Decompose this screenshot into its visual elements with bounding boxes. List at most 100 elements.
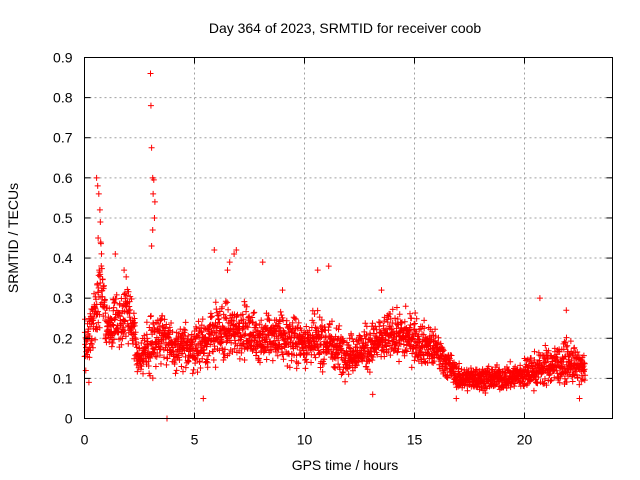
- data-point: [258, 317, 265, 324]
- data-point: [93, 323, 100, 330]
- data-point: [182, 319, 189, 326]
- data-point: [545, 347, 552, 354]
- data-point: [230, 317, 237, 324]
- chart-title: Day 364 of 2023, SRMTID for receiver coo…: [209, 20, 482, 36]
- y-axis-title: SRMTID / TECUs: [5, 183, 21, 293]
- data-point: [362, 335, 369, 342]
- data-point: [226, 350, 233, 357]
- y-tick-labels: 0 0.1 0.2 0.3 0.4 0.5 0.6 0.7 0.8 0.9: [53, 50, 73, 427]
- data-point: [97, 271, 104, 278]
- data-point: [196, 334, 203, 341]
- data-point: [96, 324, 103, 331]
- data-point: [439, 346, 446, 353]
- data-point: [278, 312, 285, 319]
- data-point: [98, 265, 105, 272]
- data-point: [366, 357, 373, 364]
- data-point: [556, 379, 563, 386]
- data-point: [152, 353, 159, 360]
- data-point: [394, 348, 401, 355]
- data-point: [206, 349, 213, 356]
- data-point: [582, 372, 589, 379]
- data-point: [531, 357, 538, 364]
- data-point: [289, 319, 296, 326]
- data-point: [420, 331, 427, 338]
- data-point: [247, 339, 254, 346]
- data-point: [271, 337, 278, 344]
- x-tick-label: 20: [517, 432, 533, 448]
- data-point: [172, 351, 179, 358]
- data-point: [158, 340, 165, 347]
- data-point: [223, 315, 230, 322]
- data-point: [574, 375, 581, 382]
- data-point: [279, 345, 286, 352]
- data-point: [148, 312, 155, 319]
- data-point: [293, 365, 300, 372]
- data-point: [300, 347, 307, 354]
- data-point: [82, 316, 89, 323]
- data-point: [535, 374, 542, 381]
- data-point: [110, 336, 117, 343]
- data-point: [138, 363, 145, 370]
- data-point: [251, 309, 258, 316]
- data-point: [279, 314, 286, 321]
- plot-frame: [84, 57, 613, 419]
- data-point: [194, 369, 201, 376]
- data-point: [302, 342, 309, 349]
- data-point: [369, 357, 376, 364]
- data-point: [147, 70, 154, 77]
- data-point: [530, 363, 537, 370]
- data-point: [250, 310, 257, 317]
- data-point: [581, 360, 588, 367]
- data-point: [257, 359, 264, 366]
- data-point: [306, 327, 313, 334]
- data-point: [160, 354, 167, 361]
- data-point: [150, 176, 157, 183]
- data-point: [91, 290, 98, 297]
- data-point: [295, 360, 302, 367]
- data-point: [212, 299, 219, 306]
- data-point: [409, 350, 416, 357]
- data-point: [349, 367, 356, 374]
- data-point: [293, 352, 300, 359]
- data-point: [98, 263, 105, 270]
- x-tick-labels: 0 5 10 15 20: [81, 432, 533, 448]
- data-point: [317, 334, 324, 341]
- data-point: [374, 351, 381, 358]
- data-point: [231, 345, 238, 352]
- data-point: [132, 329, 139, 336]
- data-point: [259, 259, 266, 266]
- data-point: [311, 310, 318, 317]
- data-point: [314, 307, 321, 314]
- data-point: [195, 318, 202, 325]
- data-point: [286, 364, 293, 371]
- data-point: [411, 357, 418, 364]
- data-point: [209, 313, 216, 320]
- data-point: [94, 280, 101, 287]
- data-point: [295, 319, 302, 326]
- data-point: [122, 317, 129, 324]
- data-point: [328, 318, 335, 325]
- data-point: [284, 362, 291, 369]
- data-point: [274, 352, 281, 359]
- data-point: [302, 365, 309, 372]
- data-point: [337, 346, 344, 353]
- data-point: [249, 347, 256, 354]
- data-point: [571, 344, 578, 351]
- data-point: [448, 352, 455, 359]
- data-point: [214, 312, 221, 319]
- data-point: [421, 358, 428, 365]
- data-point: [95, 272, 102, 279]
- data-point: [359, 355, 366, 362]
- data-point: [96, 206, 103, 213]
- data-point: [367, 332, 374, 339]
- data-point: [233, 247, 240, 254]
- data-point: [563, 334, 570, 341]
- data-point: [225, 306, 232, 313]
- data-point: [563, 307, 570, 314]
- data-point: [226, 259, 233, 266]
- data-point: [415, 333, 422, 340]
- data-point: [222, 346, 229, 353]
- data-point: [95, 285, 102, 292]
- data-point: [208, 314, 215, 321]
- data-point: [92, 305, 99, 312]
